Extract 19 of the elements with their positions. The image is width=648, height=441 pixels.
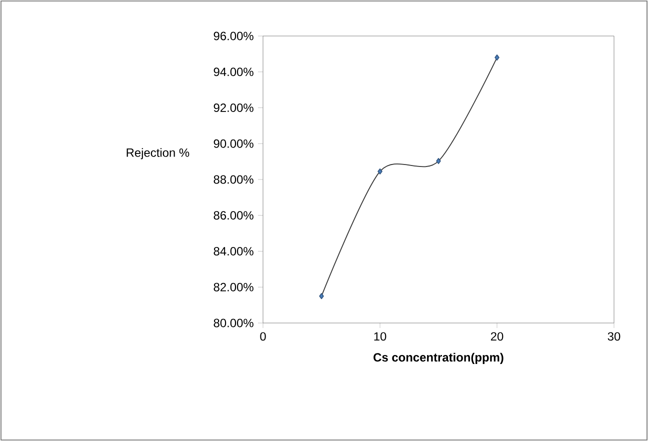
x-axis-title: Cs concentration(ppm) [374,352,504,364]
point [319,293,324,300]
y-tick-label: 94.00% [214,68,254,76]
y-tick-label: 88.00% [214,175,254,184]
y-tick-label: 80.00% [214,318,254,328]
x-tick-label: 30 [608,332,620,341]
y-axis-title: Rejection % [126,148,190,160]
point [378,168,382,174]
y-tick-label: 96.00% [214,32,254,40]
y-tick-label: 86.00% [214,211,254,220]
x-tick-label: 0 [260,332,266,341]
x-tick-label: 10 [374,332,386,341]
y-tick-label: 84.00% [214,247,254,256]
point [436,158,441,164]
y-tick-label: 90.00% [214,139,254,148]
x-tick-label: 20 [490,332,504,341]
y-tick-label: 92.00% [214,104,254,112]
point [494,54,500,61]
y-tick-label: 82.00% [214,282,254,292]
